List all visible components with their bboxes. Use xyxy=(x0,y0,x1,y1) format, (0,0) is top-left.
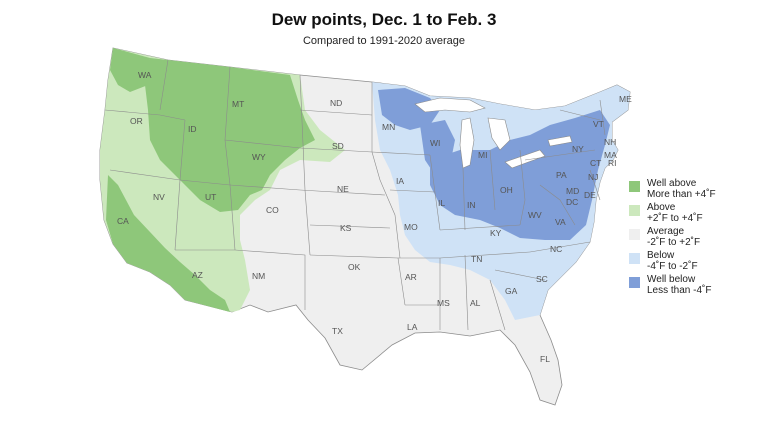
legend-item-above: Above +2˚F to +4˚F xyxy=(627,202,762,225)
legend-swatch xyxy=(629,277,640,288)
region-well-below-wisconsin xyxy=(420,120,455,175)
state-labels: WA OR CA ID NV MT WY UT AZ CO NM ND SD N… xyxy=(117,70,632,364)
state-label: CT xyxy=(590,158,601,168)
state-label: MD xyxy=(566,186,579,196)
state-label: CA xyxy=(117,216,129,226)
state-label: ID xyxy=(188,124,197,134)
state-label: VT xyxy=(593,119,604,129)
legend-item-well-below: Well below Less than -4˚F xyxy=(627,274,762,297)
state-label: OH xyxy=(500,185,513,195)
state-label: AL xyxy=(470,298,481,308)
state-label: MO xyxy=(404,222,418,232)
legend-item-average: Average -2˚F to +2˚F xyxy=(627,226,762,249)
legend-swatch xyxy=(629,181,640,192)
state-label: MS xyxy=(437,298,450,308)
map-subtitle: Compared to 1991-2020 average xyxy=(302,35,466,47)
legend-label: Well below Less than -4˚F xyxy=(647,274,712,296)
state-label: NE xyxy=(337,184,349,194)
map-title: Dew points, Dec. 1 to Feb. 3 xyxy=(271,10,497,29)
state-label: SC xyxy=(536,274,548,284)
state-label: MN xyxy=(382,122,395,132)
lake-ontario xyxy=(547,135,573,147)
state-label: NH xyxy=(604,137,616,147)
legend-label: Well above More than +4˚F xyxy=(647,178,716,200)
state-label: AR xyxy=(405,272,417,282)
state-label: UT xyxy=(205,192,216,202)
region-well-below-upper-midwest xyxy=(378,88,440,130)
state-label: NY xyxy=(572,144,584,154)
state-label: TN xyxy=(471,254,482,264)
region-well-above-california xyxy=(106,175,230,312)
state-label: IL xyxy=(438,198,445,208)
state-label: NM xyxy=(252,271,265,281)
state-label: TX xyxy=(332,326,343,336)
lake-erie xyxy=(504,149,546,169)
legend-label: Below -4˚F to -2˚F xyxy=(647,250,698,272)
state-label: MI xyxy=(478,150,487,160)
legend-label: Average -2˚F to +2˚F xyxy=(647,226,701,248)
state-label: RI xyxy=(608,158,617,168)
state-label: NJ xyxy=(588,172,598,182)
state-label: NC xyxy=(550,244,562,254)
state-label: AZ xyxy=(192,270,203,280)
region-well-above-washington xyxy=(110,48,150,92)
state-label: MT xyxy=(232,99,244,109)
state-borders xyxy=(104,59,606,331)
state-label: WV xyxy=(528,210,542,220)
state-label: SD xyxy=(332,141,344,151)
state-label: KY xyxy=(490,228,502,238)
state-label: ND xyxy=(330,98,342,108)
lake-huron xyxy=(487,117,511,151)
state-label: MA xyxy=(604,150,617,160)
state-label: IN xyxy=(467,200,476,210)
legend: Well above More than +4˚F Above +2˚F to +4… xyxy=(627,178,762,298)
state-label: IA xyxy=(396,176,404,186)
state-label: CO xyxy=(266,205,279,215)
legend-swatch xyxy=(629,253,640,264)
state-label: LA xyxy=(407,322,418,332)
state-label: KS xyxy=(340,223,352,233)
legend-label: Above +2˚F to +4˚F xyxy=(647,202,703,224)
state-label: DC xyxy=(566,197,578,207)
state-label: ME xyxy=(619,94,632,104)
state-label: WI xyxy=(430,138,440,148)
state-label: FL xyxy=(540,354,550,364)
state-label: DE xyxy=(584,190,596,200)
state-label: OK xyxy=(348,262,361,272)
state-label: NV xyxy=(153,192,165,202)
legend-item-well-above: Well above More than +4˚F xyxy=(627,178,762,201)
state-label: VA xyxy=(555,217,566,227)
state-label: PA xyxy=(556,170,567,180)
state-label: WY xyxy=(252,152,266,162)
legend-item-below: Below -4˚F to -2˚F xyxy=(627,250,762,273)
state-label: WA xyxy=(138,70,152,80)
lake-superior xyxy=(414,97,486,113)
legend-swatch xyxy=(629,205,640,216)
state-label: OR xyxy=(130,116,143,126)
lake-michigan xyxy=(459,117,475,169)
state-label: GA xyxy=(505,286,518,296)
legend-swatch xyxy=(629,229,640,240)
region-well-above-northern-rockies xyxy=(145,58,315,212)
